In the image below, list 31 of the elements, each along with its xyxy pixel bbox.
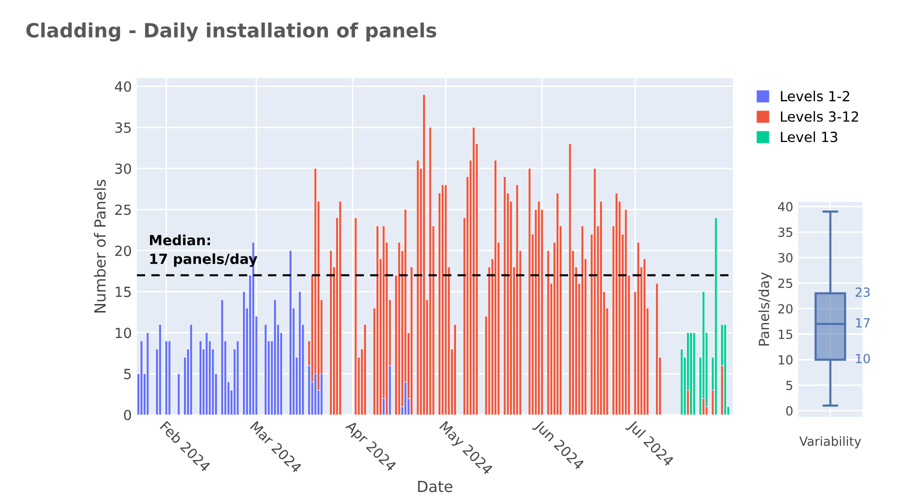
y-tick-label: 40	[114, 81, 132, 92]
y-tick-label: 15	[116, 286, 131, 298]
ref-line-label: Median: 17 panels/day	[150, 234, 258, 267]
y-tick-label: 20	[778, 304, 792, 314]
y-tick-label: 0	[124, 410, 132, 420]
y-tick-label: 35	[778, 227, 792, 237]
legend-label: Levels 3-12	[780, 111, 858, 122]
y-tick-label: 25	[778, 278, 792, 288]
y-tick-label: 30	[115, 163, 132, 174]
y-tick-label: 25	[115, 204, 131, 216]
y-tick-label: 40	[778, 202, 792, 212]
bar	[441, 184, 444, 415]
chart-title: Cladding - Daily installation of panels	[26, 22, 436, 42]
y-tick-label: 5	[786, 380, 792, 390]
annotation: 23	[856, 287, 870, 297]
annotation: 10	[856, 354, 870, 364]
x-axis-title: Date	[418, 480, 452, 492]
legend-label: Levels 1-2	[780, 90, 850, 102]
y-tick-label: 10	[116, 328, 132, 338]
y-tick-label: 0	[786, 406, 792, 416]
y-tick-label: 5	[124, 368, 131, 380]
y-tick-label: 30	[778, 253, 792, 262]
legend-label: Level 13	[780, 131, 838, 142]
y-tick-label: 10	[778, 355, 792, 365]
y-tick-label: 35	[115, 122, 131, 133]
x-tick-label: Variability	[799, 436, 862, 448]
y-tick-label: 20	[115, 246, 132, 256]
y-axis-title: Number of Panels	[94, 180, 106, 312]
y-tick-label: 15	[778, 330, 792, 340]
y-axis-title: Panels/day	[758, 272, 772, 346]
annotation: 17	[856, 318, 870, 328]
